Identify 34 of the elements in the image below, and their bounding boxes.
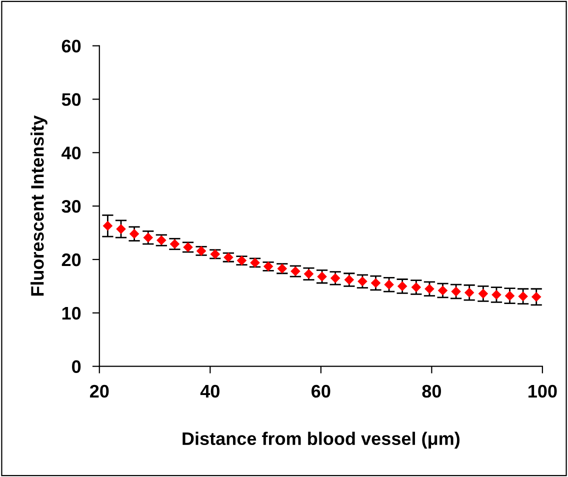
- point: [438, 286, 448, 296]
- point: [505, 291, 514, 300]
- point: [144, 232, 153, 242]
- point: [451, 286, 461, 296]
- point: [412, 282, 421, 292]
- x-tick-label: 40: [200, 384, 220, 398]
- point: [317, 272, 327, 282]
- point: [116, 224, 126, 234]
- y-tick-label: 50: [62, 93, 81, 106]
- y-tick-label: 30: [62, 200, 81, 213]
- point: [532, 292, 541, 302]
- y-tick-label: 10: [62, 306, 81, 320]
- point: [344, 275, 354, 284]
- point: [478, 289, 488, 298]
- point: [464, 288, 474, 298]
- point: [371, 278, 380, 288]
- x-tick-label: 60: [312, 384, 330, 398]
- x-tick-label: 80: [422, 384, 441, 398]
- x-axis-title: Distance from blood vessel (μm): [182, 432, 460, 449]
- point: [424, 284, 434, 294]
- point: [384, 280, 394, 290]
- y-tick-label: 40: [62, 146, 81, 160]
- y-axis-title: Fluorescent Intensity: [30, 115, 48, 296]
- point: [103, 221, 112, 230]
- point: [518, 292, 528, 301]
- point: [492, 290, 502, 300]
- y-tick-label: 0: [72, 360, 81, 374]
- point: [130, 229, 139, 238]
- point: [330, 274, 340, 283]
- y-tick-label: 20: [62, 253, 81, 266]
- point: [398, 282, 407, 291]
- x-tick-label: 20: [90, 384, 109, 398]
- x-tick-label: 100: [528, 384, 557, 398]
- y-tick-label: 60: [62, 40, 81, 53]
